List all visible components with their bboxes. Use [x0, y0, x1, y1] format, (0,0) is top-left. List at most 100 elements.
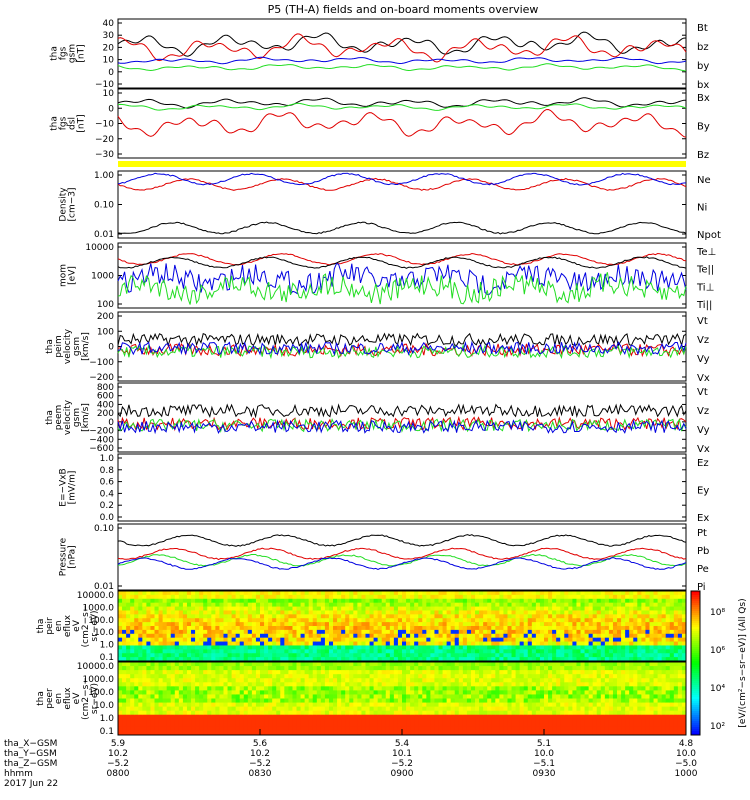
- spectrogram-cell: [280, 610, 285, 615]
- spectrogram-cell: [150, 657, 156, 662]
- spectrogram-cell: [235, 657, 241, 662]
- spectrogram-cell: [251, 626, 257, 631]
- spectrogram-cell: [316, 702, 322, 708]
- spectrogram-cell: [470, 726, 476, 732]
- spectrogram-cell: [539, 686, 545, 691]
- spectrogram-cell: [320, 645, 326, 650]
- spectrogram-cell: [600, 722, 606, 728]
- spectrogram-cell: [211, 653, 216, 658]
- spectrogram-cell: [158, 702, 164, 708]
- spectrogram-cell: [588, 670, 594, 675]
- spectrogram-cell: [251, 645, 257, 650]
- spectrogram-cell: [596, 657, 602, 662]
- series-line-Vt: [117, 403, 687, 419]
- spectrogram-cell: [568, 714, 573, 720]
- spectrogram-cell: [191, 702, 196, 708]
- spectrogram-cell: [280, 678, 285, 683]
- spectrogram-cell: [629, 657, 634, 662]
- spectrogram-cell: [604, 678, 610, 683]
- spectrogram-cell: [243, 686, 249, 691]
- spectrogram-cell: [657, 614, 663, 619]
- spectrogram-cell: [349, 602, 354, 608]
- spectrogram-cell: [255, 710, 261, 716]
- spectrogram-cell: [669, 649, 675, 654]
- spectrogram-cell: [264, 726, 269, 732]
- spectrogram-cell: [519, 594, 525, 600]
- spectrogram-cell: [515, 678, 521, 683]
- spectrogram-cell: [438, 710, 444, 716]
- spectrogram-cell: [292, 594, 298, 600]
- spectrogram-cell: [584, 662, 590, 667]
- spectrogram-cell: [199, 653, 204, 658]
- spectrogram-cell: [446, 666, 452, 671]
- spectrogram-cell: [568, 718, 573, 724]
- spectrogram-cell: [178, 662, 184, 667]
- spectrogram-cell: [333, 662, 338, 667]
- spectrogram-cell: [357, 662, 362, 667]
- spectrogram-cell: [483, 714, 488, 720]
- spectrogram-cell: [357, 657, 362, 662]
- spectrogram-cell: [264, 598, 269, 604]
- spectrogram-cell: [292, 686, 298, 691]
- spectrogram-cell: [341, 722, 346, 728]
- spectrogram-cell: [568, 629, 573, 635]
- spectrogram-cell: [118, 602, 123, 608]
- spectrogram-cell: [353, 633, 358, 639]
- spectrogram-cell: [260, 649, 265, 654]
- spectrogram-cell: [397, 726, 403, 732]
- spectrogram-cell: [255, 730, 261, 736]
- spectrogram-cell: [612, 714, 618, 720]
- spectrogram-cell: [182, 670, 188, 675]
- spectrogram-cell: [320, 629, 326, 635]
- spectrogram-cell: [158, 657, 164, 662]
- spectrogram-cell: [483, 666, 488, 671]
- spectrogram-cell: [365, 662, 371, 667]
- spectrogram-cell: [223, 594, 229, 600]
- spectrogram-cell: [130, 633, 135, 639]
- spectrogram-cell: [422, 718, 427, 724]
- spectrogram-cell: [369, 618, 375, 623]
- spectrogram-cell: [130, 694, 135, 699]
- spectrogram-cell: [499, 674, 504, 679]
- spectrogram-cell: [393, 614, 399, 619]
- spectrogram-cell: [535, 698, 541, 704]
- spectrogram-cell: [495, 653, 500, 658]
- spectrogram-cell: [231, 726, 237, 732]
- spectrogram-cell: [142, 730, 147, 736]
- spectrogram-cell: [669, 622, 675, 627]
- spectrogram-cell: [564, 726, 569, 732]
- spectrogram-cell: [612, 622, 618, 627]
- spectrogram-cell: [170, 670, 176, 675]
- spectrogram-cell: [345, 629, 350, 635]
- spectrogram-cell: [475, 710, 480, 716]
- spectrogram-cell: [483, 674, 488, 679]
- spectrogram-cell: [361, 666, 366, 671]
- spectrogram-cell: [442, 686, 448, 691]
- spectrogram-cell: [276, 594, 281, 600]
- spectrogram-cell: [373, 690, 379, 695]
- spectrogram-cell: [625, 626, 630, 631]
- series-line-Ne: [117, 177, 687, 191]
- spectrogram-cell: [268, 678, 273, 683]
- spectrogram-cell: [219, 633, 224, 639]
- spectrogram-cell: [304, 594, 310, 600]
- spectrogram-cell: [235, 714, 241, 720]
- spectrogram-cell: [446, 726, 452, 732]
- spectrogram-cell: [617, 657, 622, 662]
- spectrogram-cell: [296, 662, 302, 667]
- spectrogram-cell: [130, 730, 135, 736]
- spectrogram-cell: [592, 698, 598, 704]
- spectrogram-cell: [369, 649, 375, 654]
- spectrogram-cell: [280, 637, 285, 643]
- spectrogram-cell: [174, 629, 180, 635]
- spectrogram-cell: [195, 710, 200, 716]
- spectrogram-cell: [203, 678, 208, 683]
- spectrogram-cell: [584, 614, 590, 619]
- spectrogram-cell: [162, 614, 168, 619]
- spectrogram-cell: [353, 714, 358, 720]
- spectrogram-cell: [239, 622, 245, 627]
- spectrogram-cell: [633, 602, 638, 608]
- spectrogram-cell: [673, 610, 679, 615]
- spectrogram-cell: [357, 702, 362, 708]
- series-line-Pi: [117, 557, 687, 570]
